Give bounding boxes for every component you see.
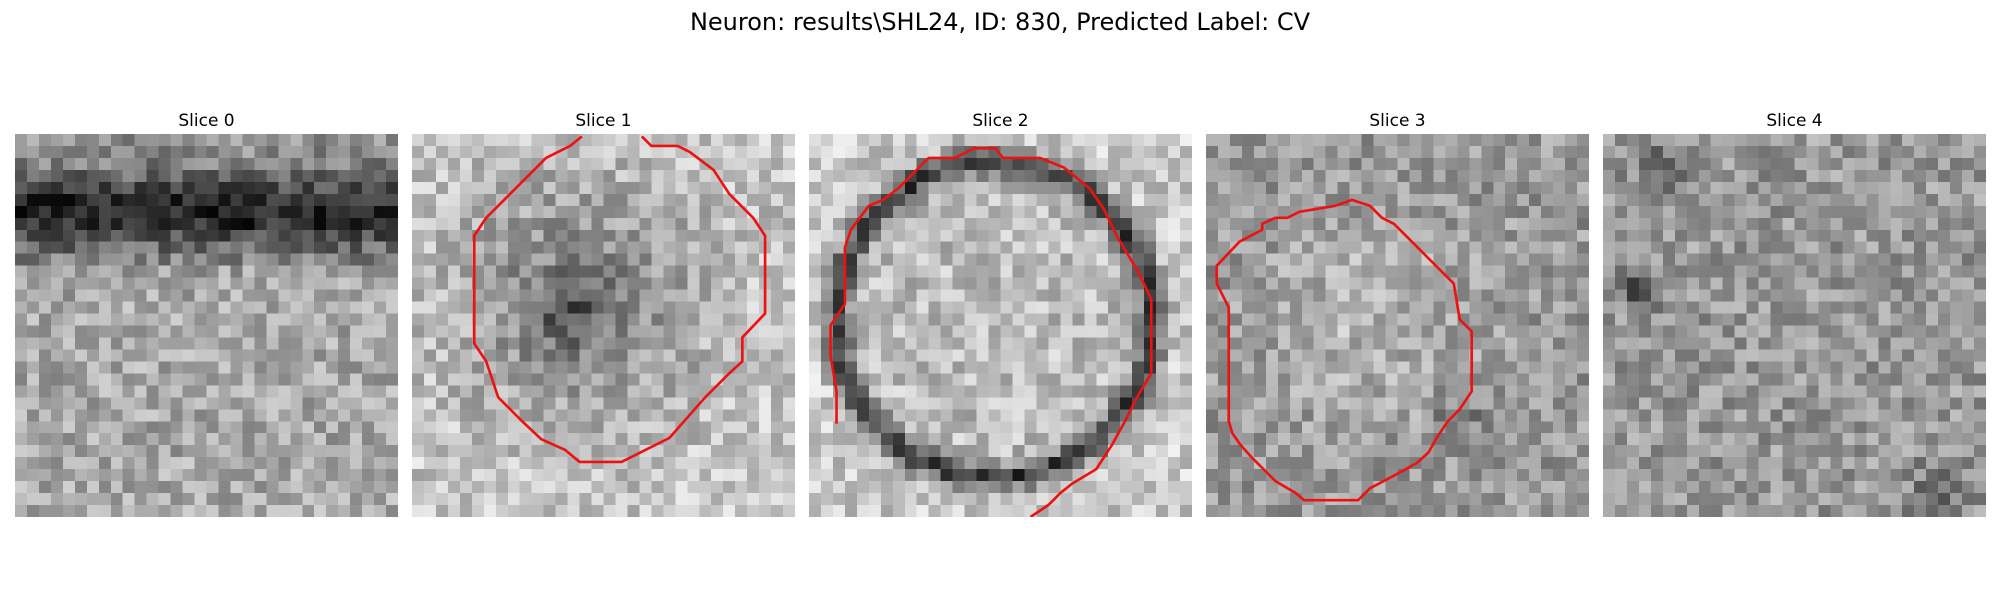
slice-image	[809, 134, 1192, 517]
slice-title: Slice 2	[972, 111, 1029, 131]
pixel-grid	[15, 134, 398, 517]
figure-title: Neuron: results\SHL24, ID: 830, Predicte…	[689, 8, 1311, 36]
slice-panel: Slice 2	[809, 108, 1192, 517]
slice-title: Slice 3	[1369, 111, 1426, 131]
segmentation-contour	[472, 135, 767, 464]
pixel-grid	[1603, 134, 1986, 517]
slice-panel: Slice 3	[1206, 108, 1589, 517]
slice-panel: Slice 1	[412, 108, 795, 517]
slice-image	[412, 134, 795, 517]
slice-title: Slice 4	[1766, 111, 1823, 131]
slice-panel: Slice 4	[1603, 108, 1986, 517]
slice-image	[1603, 134, 1986, 517]
pixel-grid	[809, 134, 1192, 517]
slice-image	[1206, 134, 1589, 517]
slice-panel: Slice 0	[15, 108, 398, 517]
slice-image	[15, 134, 398, 517]
slice-title: Slice 1	[575, 111, 632, 131]
pixel-grid	[412, 134, 795, 517]
pixel-grid	[1206, 134, 1589, 517]
segmentation-contour	[1215, 198, 1474, 502]
slice-title: Slice 0	[178, 111, 235, 131]
segmentation-contour	[829, 147, 1153, 517]
